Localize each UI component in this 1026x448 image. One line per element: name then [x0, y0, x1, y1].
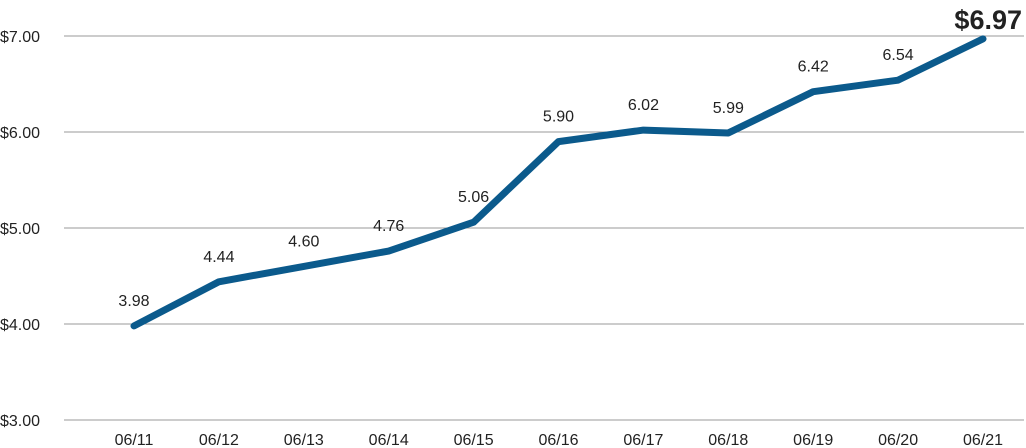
y-tick-label: $7.00: [0, 29, 40, 46]
data-label: 6.02: [628, 97, 659, 114]
data-label: 6.54: [883, 47, 914, 64]
y-tick-label: $6.00: [0, 125, 40, 142]
data-label: 5.90: [543, 109, 574, 126]
x-axis-ticks: 06/11 06/12 06/13 06/14 06/15 06/16 06/17 06/18…: [115, 432, 1004, 448]
price-series-line: [130, 35, 987, 330]
x-tick-label: 06/17: [623, 432, 663, 448]
data-label: 4.76: [373, 218, 404, 235]
x-tick-label: 06/21: [963, 432, 1003, 448]
x-tick-label: 06/12: [199, 432, 239, 448]
data-label: 5.99: [713, 100, 744, 117]
y-tick-label: $3.00: [0, 413, 40, 430]
data-label-latest: $6.97: [954, 5, 1022, 35]
data-labels: 3.98 4.44 4.60 4.76 5.06 5.90 6.02 5.99 6.42 6.54…: [118, 5, 1022, 310]
x-tick-label: 06/20: [878, 432, 918, 448]
x-tick-label: 06/18: [708, 432, 748, 448]
x-tick-label: 06/11: [115, 432, 154, 448]
y-tick-label: $4.00: [0, 317, 40, 334]
y-axis-ticks: $3.00 $4.00 $5.00 $6.00 $7.00: [0, 29, 40, 430]
data-label: 4.60: [288, 233, 319, 250]
x-tick-label: 06/15: [454, 432, 494, 448]
data-label: 5.06: [458, 189, 489, 206]
y-tick-label: $5.00: [0, 221, 40, 238]
x-tick-label: 06/19: [793, 432, 833, 448]
x-tick-label: 06/16: [538, 432, 578, 448]
x-tick-label: 06/13: [284, 432, 324, 448]
grid-lines: [64, 35, 1024, 421]
data-label: 4.44: [203, 249, 234, 266]
x-tick-label: 06/14: [369, 432, 409, 448]
data-label: 6.42: [798, 59, 829, 76]
data-label: 3.98: [118, 293, 149, 310]
